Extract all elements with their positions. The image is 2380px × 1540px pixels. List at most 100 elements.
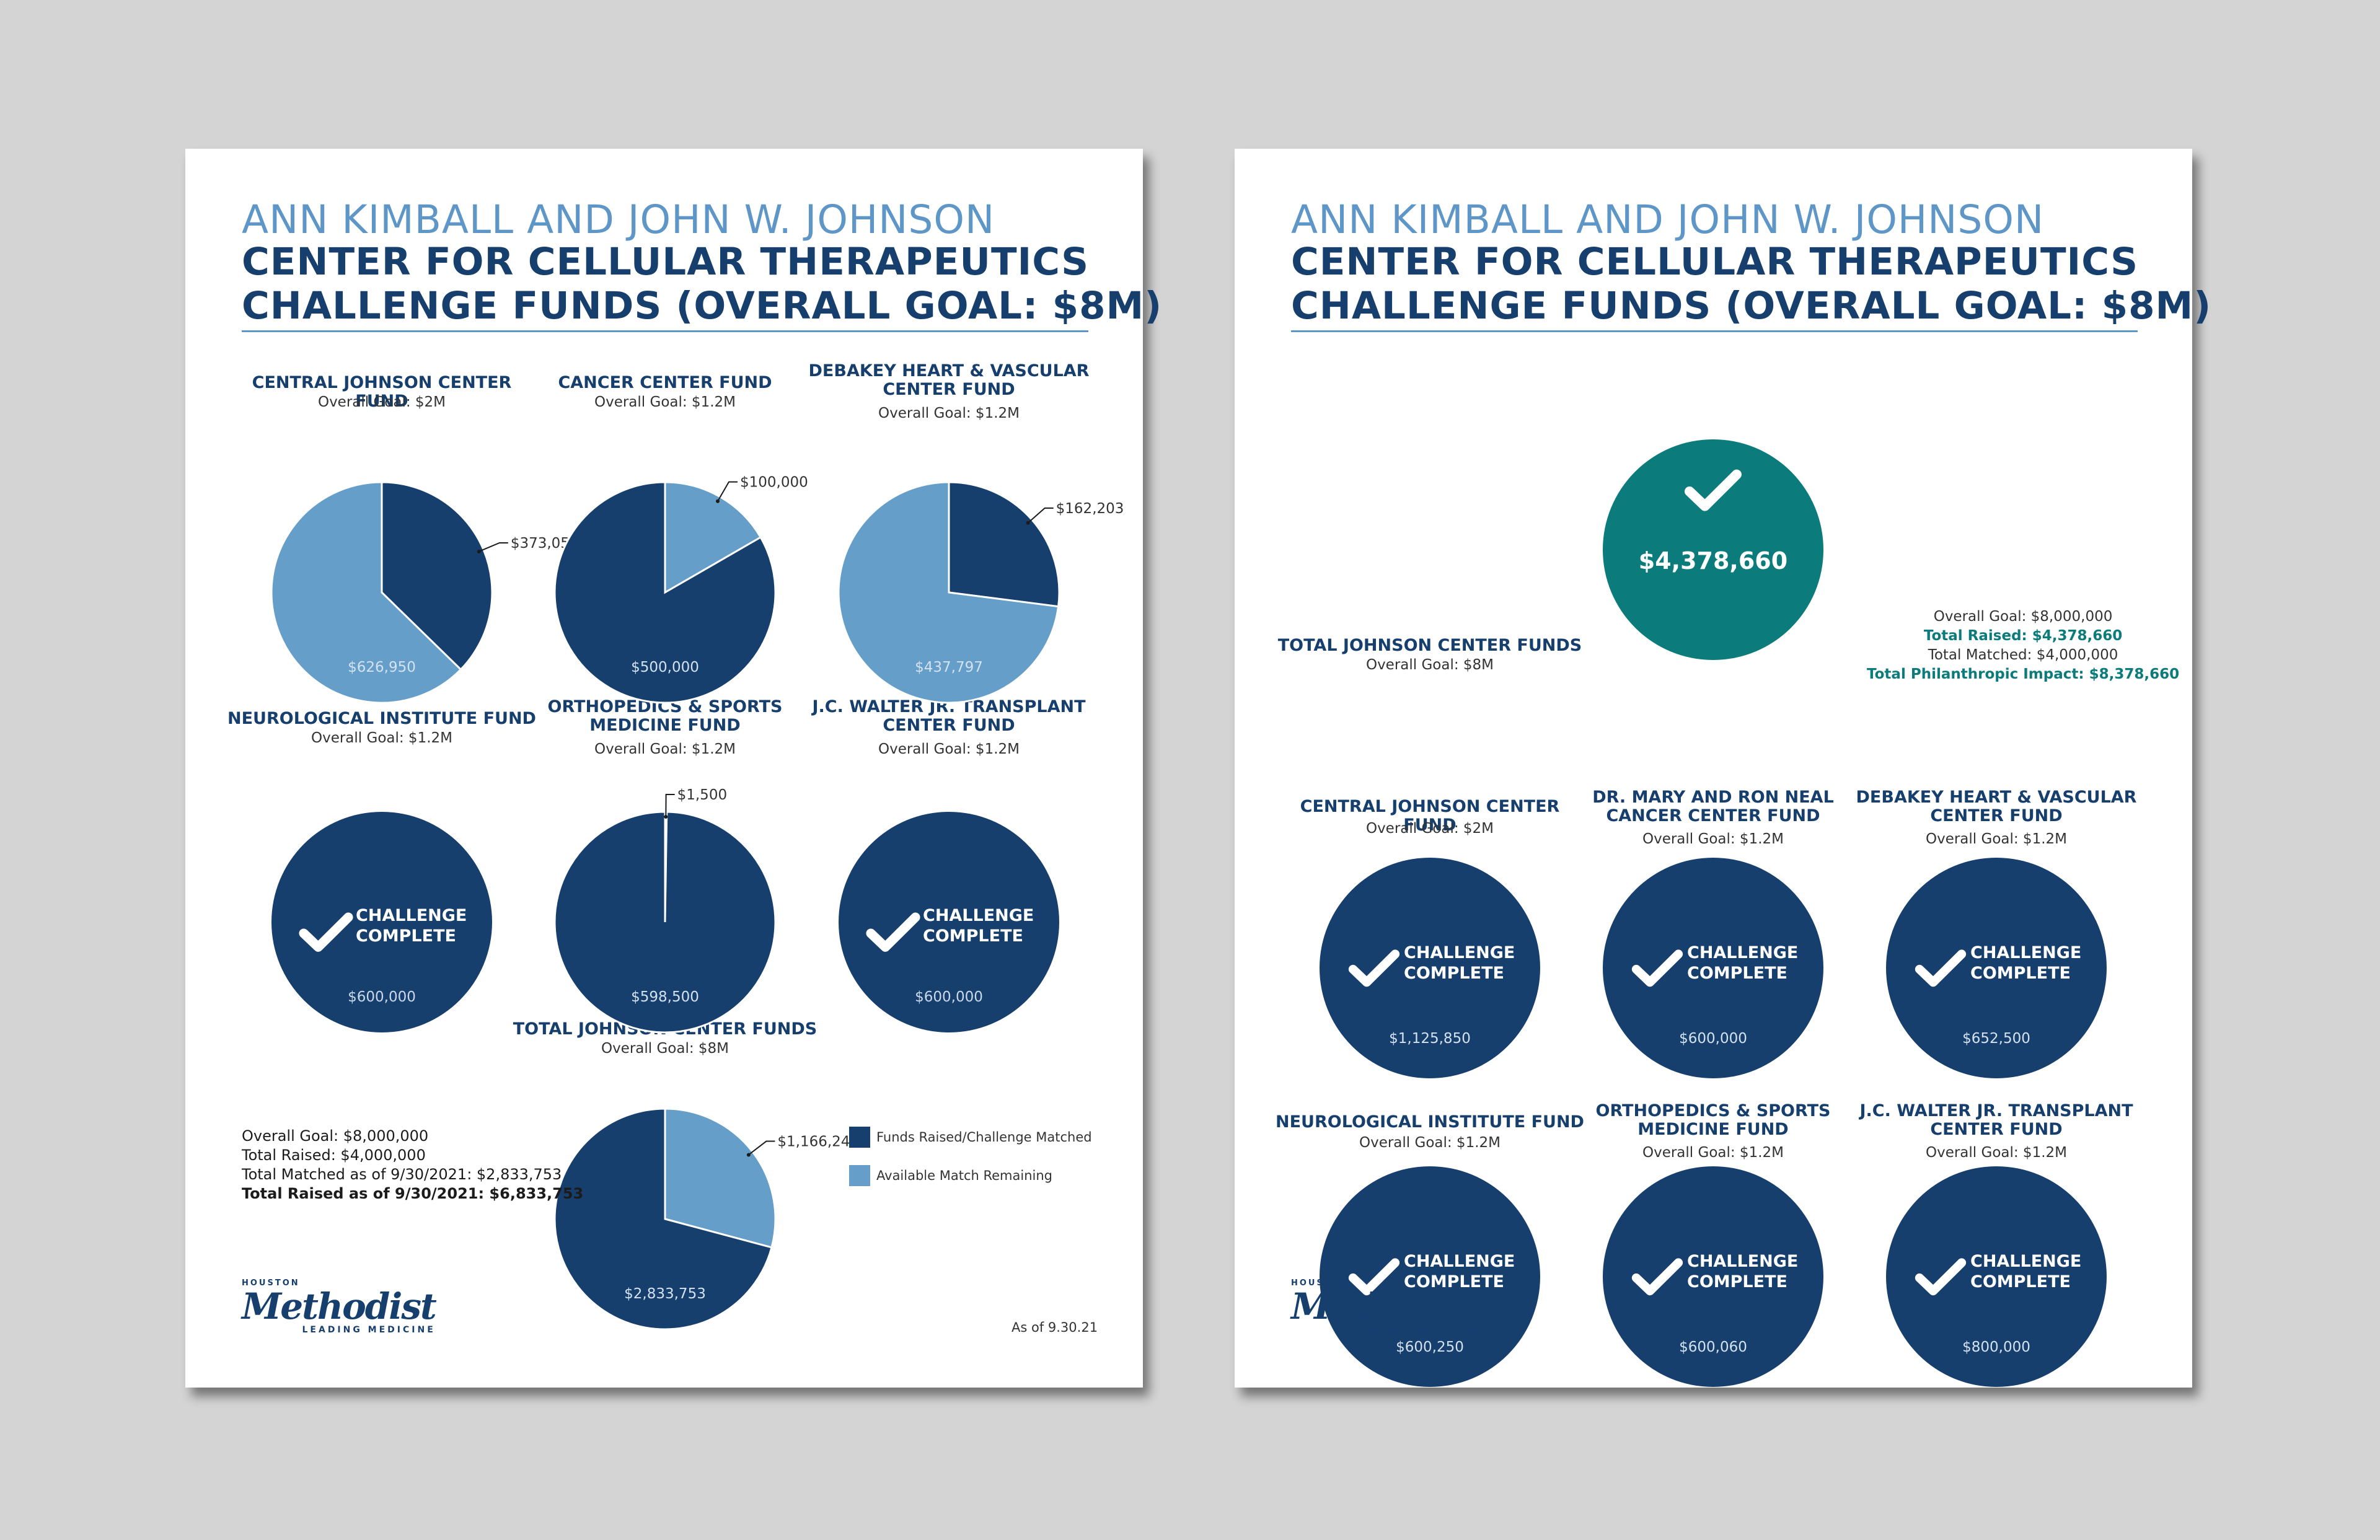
fund-title-ortho: ORTHOPEDICS & SPORTS MEDICINE FUND: [1595, 1101, 1831, 1139]
header-names: ANN KIMBALL AND JOHN W. JOHNSON: [1291, 197, 2045, 242]
pie-chart-central: $373,050$626,950 $100,000 $500,000 $162,203…: [270, 475, 1124, 1331]
badge-amount: $600,060: [1679, 1339, 1747, 1355]
challenge-complete-label-line2: COMPLETE: [1687, 1272, 1787, 1291]
stat-total-raised: Total Raised: $4,000,000: [242, 1146, 426, 1164]
header-center-title: CENTER FOR CELLULAR THERAPEUTICS: [242, 240, 1090, 284]
pie-leader-debakey-0: [1027, 507, 1054, 524]
check-icon: [1915, 949, 1967, 987]
badge-amount: $600,250: [1396, 1339, 1464, 1355]
challenge-complete-label-line2: COMPLETE: [1970, 1272, 2071, 1291]
fund-goal-debakey: Overall Goal: $1.2M: [1925, 831, 2067, 847]
check-icon: [1631, 949, 1683, 987]
fund-goal-transplant: Overall Goal: $1.2M: [878, 741, 1020, 757]
badge-circle: [1320, 858, 1540, 1078]
as-of-date: As of 9.30.21: [1011, 1320, 1098, 1335]
fund-title-neal-cancer: DR. MARY AND RON NEAL CANCER CENTER FUND: [1592, 788, 1834, 825]
challenge-complete-label-line1: CHALLENGE: [1687, 1252, 1798, 1271]
pie-slice-ortho-0: [553, 811, 777, 1034]
logo-houston: HOUSTON: [242, 1278, 300, 1288]
pie-leader-total-1: [748, 1140, 775, 1156]
badge-1: CHALLENGE COMPLETE $600,000: [1603, 858, 1823, 1078]
challenge-complete-label-line1: CHALLENGE: [1970, 943, 2081, 962]
header-divider: [1291, 330, 2138, 332]
pie-label-total-1: $1,166,247: [777, 1134, 859, 1150]
legend-swatch-dark: [849, 1127, 870, 1148]
challenge-complete-label-line1: CHALLENGE: [1687, 943, 1798, 962]
check-icon: [866, 912, 920, 952]
pie-label-ortho-1: $1,500: [677, 787, 727, 803]
total-funds-stats: Overall Goal: $8,000,000 Total Raised: $…: [1867, 607, 2179, 684]
pie-slice-central-1: [270, 481, 462, 704]
pie-leader-dot-cancer-1: [716, 499, 720, 503]
pie-leader-dot-ortho-1: [664, 815, 668, 819]
fund-title-debakey: DEBAKEY HEART & VASCULAR CENTER FUND: [808, 361, 1090, 399]
pie-label-ortho-0: $598,500: [631, 989, 699, 1005]
challenge-complete-label-line1: CHALLENGE: [1404, 1252, 1515, 1271]
fund-goal-central: Overall Goal: $2M: [1365, 821, 1494, 837]
legend-swatch-light: [849, 1165, 870, 1186]
fund-goal-debakey: Overall Goal: $1.2M: [878, 405, 1020, 421]
logo-methodist: Methodist: [242, 1285, 437, 1327]
chart-legend: Funds Raised/Challenge Matched Available…: [849, 1126, 1092, 1203]
left-report-page: ANN KIMBALL AND JOHN W. JOHNSON CENTER F…: [185, 149, 1161, 1388]
check-icon: [1685, 469, 1742, 511]
stat-total-raised-date: Total Raised as of 9/30/2021: $6,833,753: [242, 1185, 584, 1202]
fund-title-neuro: NEUROLOGICAL INSTITUTE FUND: [227, 709, 536, 728]
badge-circle: [1320, 1166, 1540, 1387]
fund-goal-ortho: Overall Goal: $1.2M: [1642, 1145, 1784, 1161]
stat-total-matched: Total Matched as of 9/30/2021: $2,833,75…: [242, 1166, 562, 1183]
legend-item-raised: Funds Raised/Challenge Matched: [849, 1126, 1092, 1148]
challenge-complete-label-line2: COMPLETE: [1970, 964, 2071, 983]
fund-goal-cancer: Overall Goal: $1.2M: [594, 394, 736, 410]
challenge-complete-label-line1: CHALLENGE: [923, 906, 1034, 925]
challenge-complete-label-line1: CHALLENGE: [356, 906, 467, 925]
pie-label-cancer-1: $100,000: [740, 475, 808, 491]
badge-amount: $600,000: [1679, 1031, 1747, 1047]
challenge-complete-label-line2: COMPLETE: [1404, 1272, 1504, 1291]
fund-title-neuro: NEUROLOGICAL INSTITUTE FUND: [1276, 1112, 1584, 1132]
fund-title-cancer: CANCER CENTER FUND: [558, 373, 772, 392]
total-funds-amount: $4,378,660: [1639, 547, 1787, 574]
pie-leader-cancer-1: [717, 481, 738, 502]
challenge-complete-label-line1: CHALLENGE: [1970, 1252, 2081, 1271]
pie-slice-debakey-1: [837, 481, 1060, 704]
fund-title-debakey: DEBAKEY HEART & VASCULAR CENTER FUND: [1856, 788, 2137, 825]
challenge-complete-label-line2: COMPLETE: [356, 926, 456, 946]
badge-circle: [1603, 1166, 1823, 1387]
pie-total: $1,166,247 $2,833,753: [553, 1107, 859, 1331]
challenge-complete-label-line2: COMPLETE: [1687, 964, 1787, 983]
logo-methodist: Methodist: [1291, 1285, 1486, 1327]
pie-debakey: $162,203 $437,797: [837, 481, 1124, 704]
header-challenge-title: CHALLENGE FUNDS (OVERALL GOAL: $8M): [1291, 284, 2212, 328]
pie-leader-dot-central-0: [477, 549, 481, 553]
pie-ortho: $1,500 $598,500: [553, 787, 777, 1034]
badge-amount: $652,500: [1962, 1031, 2030, 1047]
check-icon: [1348, 949, 1400, 987]
check-icon: [1915, 1258, 1967, 1296]
pie-slice-debakey-0: [948, 481, 1060, 608]
header-center-title: CENTER FOR CELLULAR THERAPEUTICS: [1291, 240, 2139, 284]
logo-tagline: LEADING MEDICINE: [302, 1325, 436, 1335]
header-divider: [242, 330, 1088, 332]
fund-title-ortho: ORTHOPEDICS & SPORTS MEDICINE FUND: [547, 697, 783, 735]
total-funds-circle: [1603, 439, 1823, 660]
stat-philanthropic-impact: Total Philanthropic Impact: $8,378,660: [1867, 666, 2180, 682]
pie-label-cancer-0: $500,000: [631, 659, 699, 675]
total-stats: Overall Goal: $8,000,000 Total Raised: $…: [242, 1127, 583, 1203]
stat-overall-goal: Overall Goal: $8,000,000: [1933, 609, 2113, 625]
stat-overall-goal: Overall Goal: $8,000,000: [242, 1127, 429, 1145]
fund-goal-transplant: Overall Goal: $1.2M: [1925, 1145, 2067, 1161]
check-icon: [1631, 1258, 1683, 1296]
pie-label-debakey-1: $437,797: [915, 659, 983, 675]
pie-central: $373,050$626,950: [270, 481, 579, 704]
stat-total-matched: Total Matched: $4,000,000: [1928, 647, 2118, 663]
check-icon: [1348, 1258, 1400, 1296]
fund-title-central: CENTRAL JOHNSON CENTER FUND: [1300, 797, 1560, 835]
pie-leader-dot-debakey-0: [1026, 521, 1030, 525]
pie-leader-dot-total-1: [746, 1153, 751, 1157]
pie-label-central-1: $626,950: [348, 659, 416, 675]
fund-goal-neuro: Overall Goal: $1.2M: [1359, 1135, 1501, 1151]
